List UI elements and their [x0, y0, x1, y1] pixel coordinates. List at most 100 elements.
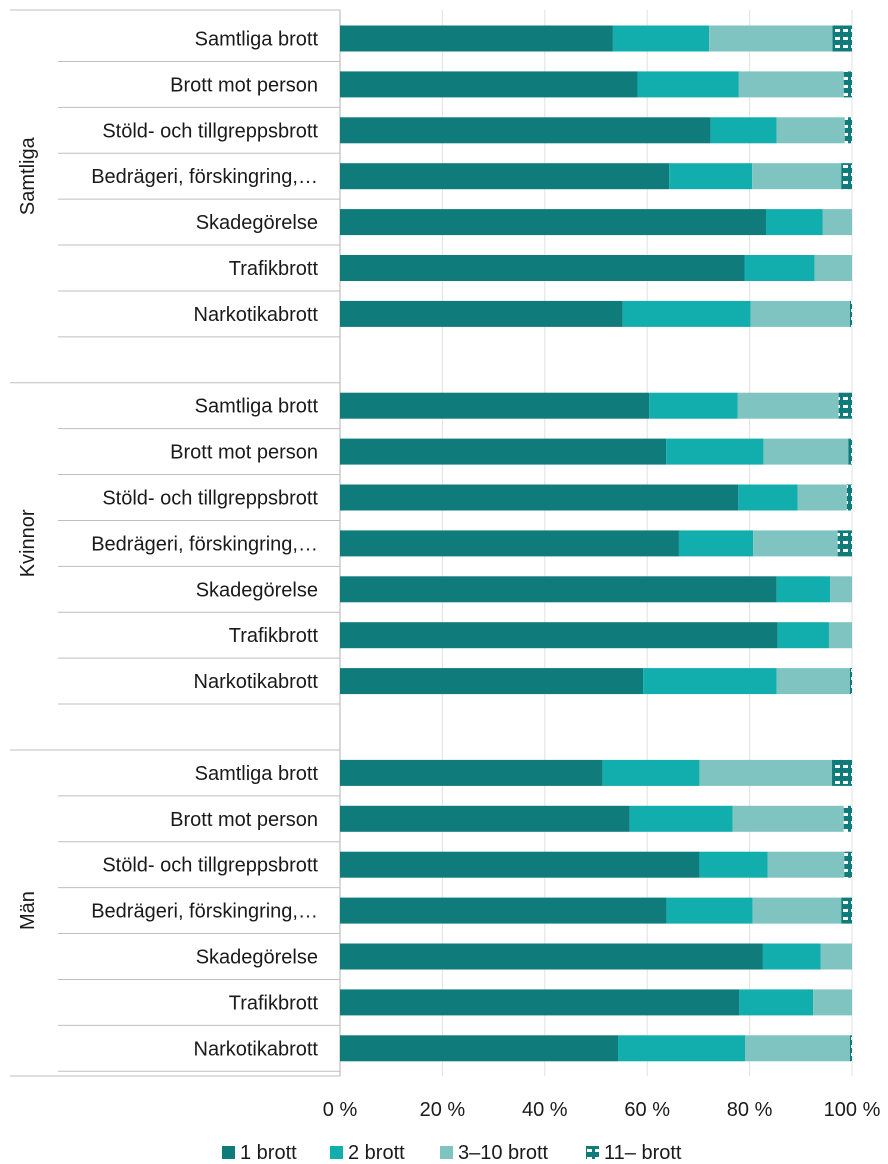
bar-segment — [669, 163, 753, 190]
bar-segment — [752, 897, 842, 924]
bar-segment — [844, 117, 852, 144]
category-label: Samtliga brott — [195, 396, 319, 418]
bar-segment — [846, 484, 852, 511]
category-label: Samtliga brott — [195, 763, 319, 785]
x-tick-label: 80 % — [727, 1099, 773, 1121]
category-label: Narkotikabrott — [194, 304, 319, 326]
bar-segment — [340, 668, 644, 695]
bar-segment — [699, 851, 768, 878]
legend-label: 1 brott — [240, 1142, 297, 1164]
category-label: Samtliga brott — [195, 29, 319, 51]
legend-label: 11– brott — [604, 1142, 682, 1164]
bar-segment — [340, 530, 679, 557]
bar-segment — [832, 759, 852, 786]
bar-segment — [732, 805, 844, 832]
bar-segment — [340, 576, 777, 603]
bar-segment — [666, 438, 764, 465]
bar-segment — [837, 530, 852, 557]
bar-segment — [841, 897, 852, 924]
bar-segment — [340, 255, 745, 281]
bar-segment — [750, 300, 850, 327]
legend-label: 2 brott — [348, 1142, 405, 1164]
bar-segment — [814, 255, 852, 281]
bar-segment — [622, 300, 751, 327]
bar-segment — [841, 163, 852, 190]
bar-segment — [820, 943, 852, 970]
category-label: Narkotikabrott — [194, 1038, 319, 1060]
legend-swatch — [222, 1146, 235, 1159]
bar-segment — [828, 622, 852, 649]
group-label: Samtliga — [17, 136, 39, 215]
bar-segment — [744, 255, 815, 281]
category-label: Stöld- och tillgreppsbrott — [102, 488, 318, 510]
category-label: Trafikbrott — [229, 258, 319, 280]
bar-segment — [848, 438, 852, 465]
x-tick-label: 0 % — [323, 1099, 358, 1121]
legend-item: 2 brott — [330, 1142, 405, 1164]
bar-segment — [340, 117, 711, 144]
bar-segment — [340, 759, 603, 786]
category-label: Brott mot person — [170, 809, 318, 831]
category-labels: Samtliga brott Brott mot person Stöld- och… — [17, 29, 318, 1061]
bar-segment — [777, 622, 829, 649]
x-axis-ticks: 0 % 20 % 40 % 60 % 80 % 100 % — [323, 1099, 881, 1121]
bar-segment — [340, 438, 667, 465]
x-tick-label: 60 % — [624, 1099, 670, 1121]
bar-segment — [612, 25, 710, 52]
bar-segment — [763, 438, 849, 465]
legend-swatch — [586, 1146, 599, 1159]
legend-item: 11– brott — [586, 1142, 682, 1164]
bar-segment — [602, 759, 700, 786]
bar-segment — [340, 897, 667, 924]
category-label: Skadegörelse — [196, 212, 318, 234]
bar-segment — [340, 392, 650, 419]
category-label: Bedrägeri, förskingring,… — [91, 533, 318, 555]
category-label: Skadegörelse — [196, 947, 318, 969]
bar-segment — [838, 392, 852, 419]
x-tick-label: 40 % — [522, 1099, 568, 1121]
bar-segment — [849, 300, 852, 327]
bar-segment — [753, 530, 838, 557]
bar-segment — [739, 989, 814, 1016]
legend: 1 brott 2 brott 3–10 brott 11– brott — [222, 1142, 682, 1164]
bar-segment — [340, 805, 630, 832]
bar-segment — [649, 392, 738, 419]
bar-segment — [844, 851, 852, 878]
category-label: Trafikbrott — [229, 625, 319, 647]
bar-segment — [710, 117, 777, 144]
bar-segment — [813, 989, 852, 1016]
bar-segment — [776, 576, 830, 603]
bar-segment — [340, 300, 623, 327]
bar-segment — [752, 163, 842, 190]
bar-segment — [738, 484, 798, 511]
bar-segment — [618, 1035, 745, 1062]
bar-segment — [340, 989, 740, 1016]
bar-segment — [744, 1035, 850, 1062]
bar-segment — [832, 25, 852, 52]
bar-segment — [767, 851, 845, 878]
bar-segment — [822, 209, 852, 236]
bar-segment — [843, 71, 852, 98]
category-label: Stöld- och tillgreppsbrott — [102, 120, 318, 142]
bar-segment — [849, 1035, 852, 1062]
legend-label: 3–10 brott — [458, 1142, 549, 1164]
category-label: Brott mot person — [170, 442, 318, 464]
bar-segment — [340, 163, 670, 190]
bar-segment — [340, 25, 613, 52]
category-label: Bedrägeri, förskingring,… — [91, 901, 318, 923]
bars — [340, 25, 852, 1062]
legend-swatch — [440, 1146, 453, 1159]
bar-segment — [709, 25, 833, 52]
category-label: Stöld- och tillgreppsbrott — [102, 855, 318, 877]
bar-segment — [776, 668, 850, 695]
bar-segment — [738, 71, 844, 98]
bar-segment — [699, 759, 833, 786]
bar-segment — [629, 805, 733, 832]
bar-segment — [678, 530, 754, 557]
group-label: Män — [17, 891, 39, 930]
bar-segment — [340, 622, 778, 649]
bar-segment — [737, 392, 839, 419]
legend-item: 1 brott — [222, 1142, 297, 1164]
x-tick-label: 20 % — [420, 1099, 466, 1121]
